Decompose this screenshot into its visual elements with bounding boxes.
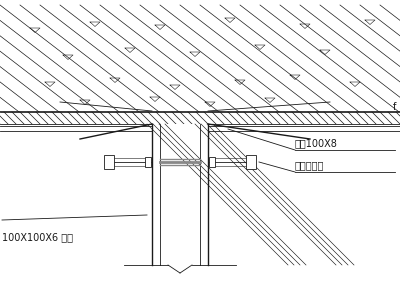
Text: 100X100X6 铝管: 100X100X6 铝管 <box>2 232 73 242</box>
Bar <box>152 124 208 265</box>
Text: f: f <box>393 102 396 112</box>
Bar <box>209 157 215 167</box>
Bar <box>152 124 160 265</box>
Text: 不锈钢螺栓: 不锈钢螺栓 <box>295 160 324 170</box>
Bar <box>200 124 208 265</box>
Bar <box>0 112 400 124</box>
Bar <box>0 5 400 112</box>
Bar <box>104 155 114 169</box>
Text: 角钢100X8: 角钢100X8 <box>295 138 338 148</box>
Bar <box>145 157 151 167</box>
Bar <box>246 155 256 169</box>
